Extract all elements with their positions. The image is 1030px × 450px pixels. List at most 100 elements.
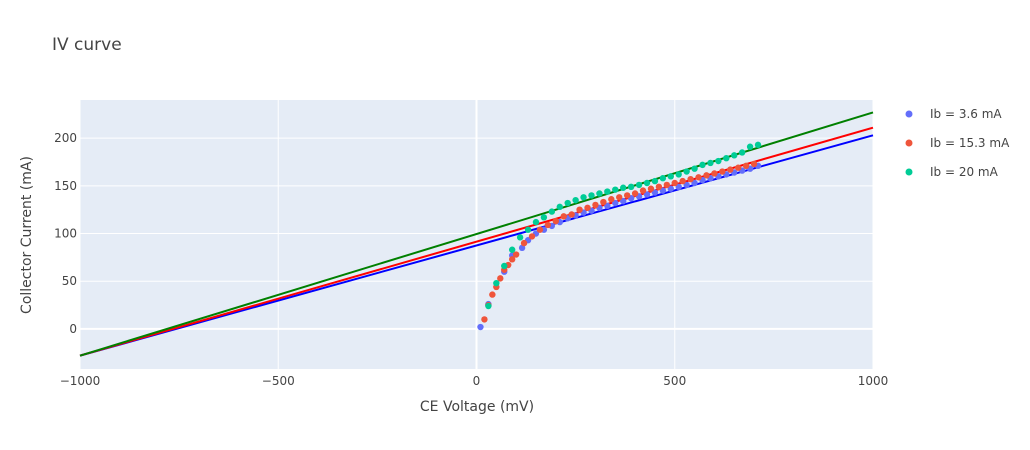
legend-marker xyxy=(905,110,913,118)
data-point-series-2 xyxy=(667,173,674,180)
legend[interactable]: Ib = 3.6 mA Ib = 15.3 mA Ib = 20 mA xyxy=(905,107,1011,179)
data-point-series-1 xyxy=(734,164,742,171)
data-point-series-1 xyxy=(616,194,623,201)
data-point-series-1 xyxy=(544,221,552,229)
data-point-series-2 xyxy=(580,194,587,201)
data-point-series-2 xyxy=(675,171,682,178)
legend-item[interactable]: Ib = 3.6 mA xyxy=(905,107,1003,121)
legend-label: Ib = 15.3 mA xyxy=(930,136,1010,150)
data-point-series-1 xyxy=(560,213,567,220)
data-point-series-1 xyxy=(600,198,607,206)
data-point-series-2 xyxy=(691,165,698,172)
data-point-series-2 xyxy=(699,161,706,169)
data-point-series-2 xyxy=(715,157,722,165)
data-point-series-2 xyxy=(524,226,532,233)
x-axis-ticks: −1000 −500 0 500 1000 xyxy=(60,374,889,388)
data-point-series-1 xyxy=(552,217,559,225)
data-point-series-2 xyxy=(635,181,643,189)
y-tick-label: 150 xyxy=(54,179,77,193)
data-point-series-0 xyxy=(477,323,484,331)
legend-item[interactable]: Ib = 20 mA xyxy=(905,165,999,179)
data-point-series-1 xyxy=(655,183,663,191)
data-point-series-1 xyxy=(647,185,655,192)
data-point-series-1 xyxy=(481,316,488,323)
x-tick-label: −500 xyxy=(262,374,295,388)
legend-label: Ib = 3.6 mA xyxy=(930,107,1002,121)
data-point-series-0 xyxy=(667,185,674,192)
data-point-series-2 xyxy=(556,203,563,211)
data-point-series-2 xyxy=(707,159,714,167)
data-point-series-2 xyxy=(596,190,603,197)
data-point-series-1 xyxy=(639,187,647,194)
data-point-series-2 xyxy=(620,184,627,191)
data-point-series-2 xyxy=(485,302,492,310)
data-point-series-2 xyxy=(493,279,500,287)
data-point-series-2 xyxy=(723,154,730,162)
data-point-series-1 xyxy=(584,204,591,211)
data-point-series-2 xyxy=(738,149,746,156)
data-point-series-2 xyxy=(754,141,762,149)
legend-item[interactable]: Ib = 15.3 mA xyxy=(905,136,1011,150)
data-point-series-2 xyxy=(540,214,548,221)
data-point-series-0 xyxy=(683,181,690,189)
data-point-series-0 xyxy=(651,189,659,196)
data-point-series-1 xyxy=(687,175,694,183)
legend-marker xyxy=(905,168,913,176)
data-point-series-1 xyxy=(576,206,583,213)
data-point-series-0 xyxy=(691,179,698,187)
data-point-series-1 xyxy=(727,166,734,173)
x-tick-label: 1000 xyxy=(858,374,889,388)
data-point-series-2 xyxy=(746,143,754,150)
data-point-series-2 xyxy=(508,246,516,253)
data-point-series-1 xyxy=(508,256,516,263)
data-point-series-1 xyxy=(592,201,599,209)
fit-line-4 xyxy=(79,126,874,357)
data-point-series-2 xyxy=(516,234,524,241)
data-point-series-2 xyxy=(643,179,651,187)
data-point-series-2 xyxy=(683,168,690,175)
data-point-series-1 xyxy=(663,181,671,189)
data-point-series-2 xyxy=(612,186,619,193)
y-tick-label: 50 xyxy=(62,274,77,288)
data-point-series-2 xyxy=(604,188,611,195)
legend-label: Ib = 20 mA xyxy=(930,165,999,179)
data-point-series-2 xyxy=(627,183,635,191)
x-tick-label: 0 xyxy=(473,374,481,388)
data-point-series-1 xyxy=(497,275,504,282)
data-point-series-1 xyxy=(750,160,758,168)
data-point-series-2 xyxy=(501,262,508,270)
chart-title: IV curve xyxy=(52,35,122,55)
y-tick-label: 100 xyxy=(54,227,77,241)
data-point-series-2 xyxy=(588,192,595,199)
data-point-series-1 xyxy=(695,174,702,181)
data-point-series-1 xyxy=(536,226,544,233)
data-point-series-2 xyxy=(731,152,738,159)
data-point-series-2 xyxy=(564,199,571,207)
data-point-series-2 xyxy=(659,175,667,182)
data-point-series-2 xyxy=(651,177,659,185)
x-tick-label: 500 xyxy=(663,374,686,388)
y-tick-label: 200 xyxy=(54,131,77,145)
data-point-series-2 xyxy=(572,196,579,204)
data-point-series-1 xyxy=(608,196,615,203)
x-tick-label: −1000 xyxy=(60,374,101,388)
data-point-series-1 xyxy=(671,179,678,187)
data-point-series-1 xyxy=(568,211,575,218)
data-point-series-2 xyxy=(532,218,540,226)
data-point-series-0 xyxy=(659,187,667,194)
data-point-series-1 xyxy=(679,177,686,185)
data-point-series-1 xyxy=(742,162,750,170)
data-point-series-0 xyxy=(643,191,651,198)
data-points xyxy=(477,141,762,331)
data-point-series-1 xyxy=(711,170,718,177)
data-point-series-1 xyxy=(489,291,496,298)
data-point-series-1 xyxy=(631,190,639,197)
y-tick-label: 0 xyxy=(69,322,77,336)
data-point-series-0 xyxy=(604,202,611,210)
data-point-series-0 xyxy=(675,183,682,191)
data-point-series-1 xyxy=(703,172,710,179)
y-axis-ticks: 0 50 100 150 200 xyxy=(54,131,77,336)
data-point-series-1 xyxy=(520,239,528,247)
data-point-series-1 xyxy=(512,251,520,258)
